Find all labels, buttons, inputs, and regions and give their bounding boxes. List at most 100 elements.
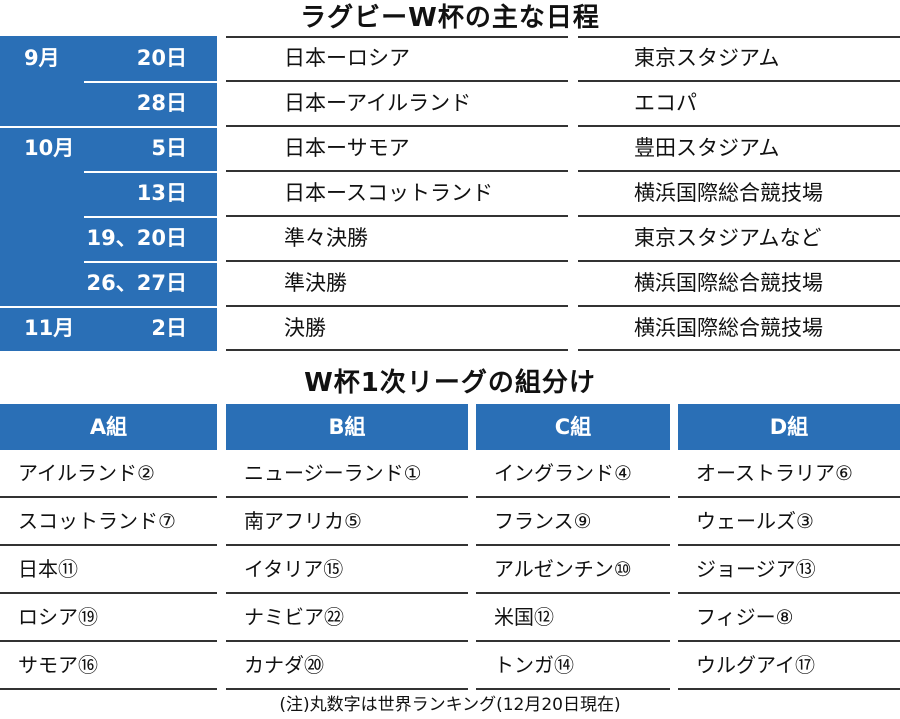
schedule-month: [0, 81, 84, 126]
groups-title: W杯1次リーグの組分け: [304, 368, 596, 398]
schedule-month: [0, 216, 84, 261]
schedule-row: 11月 2日 決勝 横浜国際総合競技場: [0, 306, 900, 351]
rule-line: [678, 496, 900, 498]
group-team: トンガ⑭: [494, 653, 574, 677]
group-team: スコットランド⑦: [18, 509, 176, 533]
footnote: (注)丸数字は世界ランキング(12月20日現在): [279, 695, 621, 715]
schedule-row: 28日 日本ーアイルランド エコパ: [0, 81, 900, 126]
schedule-venue: 横浜国際総合競技場: [634, 271, 823, 295]
rule-line: [226, 349, 568, 351]
groups-table: A組 アイルランド② スコットランド⑦ 日本⑪ ロシア⑲ サモア⑯ B組 ニュー…: [0, 404, 900, 692]
group-team: カナダ⑳: [244, 653, 324, 677]
schedule-row: 9月 20日 日本ーロシア 東京スタジアム: [0, 36, 900, 81]
rule-line: [0, 640, 217, 642]
rule-line: [476, 592, 670, 594]
rule-line: [226, 544, 468, 546]
rule-line: [678, 688, 900, 690]
schedule-match: 日本ースコットランド: [284, 181, 493, 205]
group-team: サモア⑯: [18, 653, 98, 677]
schedule-row: 13日 日本ースコットランド 横浜国際総合競技場: [0, 171, 900, 216]
schedule-row: 26、27日 準決勝 横浜国際総合競技場: [0, 261, 900, 306]
row-divider: [84, 81, 217, 83]
group-team: イングランド④: [494, 461, 632, 485]
schedule-venue: 豊田スタジアム: [634, 136, 780, 160]
group-team: アイルランド②: [18, 461, 155, 485]
group-header: B組: [226, 404, 468, 450]
rule-line: [226, 80, 568, 82]
schedule-venue: 横浜国際総合競技場: [634, 316, 823, 340]
rule-line: [578, 349, 900, 351]
schedule-title: ラグビーW杯の主な日程: [300, 3, 600, 33]
group-team: ウェールズ③: [696, 509, 814, 533]
rule-line: [678, 544, 900, 546]
rule-line: [578, 305, 900, 307]
group-header: A組: [0, 404, 217, 450]
rule-line: [578, 215, 900, 217]
rule-line: [226, 592, 468, 594]
schedule-row: 19、20日 準々決勝 東京スタジアムなど: [0, 216, 900, 261]
schedule-venue: エコパ: [634, 91, 697, 115]
schedule-venue: 東京スタジアム: [634, 46, 780, 70]
row-divider: [84, 261, 217, 263]
rule-line: [578, 80, 900, 82]
schedule-month: 9月: [0, 36, 84, 81]
group-header: C組: [476, 404, 670, 450]
group-team: 南アフリカ⑤: [244, 509, 362, 533]
schedule-match: 日本ーアイルランド: [284, 91, 472, 115]
rule-line: [226, 170, 568, 172]
rule-line: [578, 36, 900, 38]
row-divider: [84, 171, 217, 173]
rule-line: [226, 496, 468, 498]
schedule-match: 日本ーサモア: [284, 136, 410, 160]
group-team: 米国⑫: [494, 605, 554, 629]
rule-line: [678, 592, 900, 594]
schedule-month: [0, 171, 84, 216]
group-column-d: D組 オーストラリア⑥ ウェールズ③ ジョージア⑬ フィジー⑧ ウルグアイ⑰: [678, 404, 900, 692]
group-team: アルゼンチン⑩: [494, 557, 632, 581]
rule-line: [226, 688, 468, 690]
group-team: オーストラリア⑥: [696, 461, 853, 485]
group-team: ニュージーランド①: [244, 461, 422, 485]
group-team: ウルグアイ⑰: [696, 653, 815, 677]
group-team: ロシア⑲: [18, 605, 98, 629]
schedule-day: 26、27日: [84, 261, 217, 306]
rule-line: [226, 640, 468, 642]
rule-line: [0, 688, 217, 690]
rule-line: [0, 496, 217, 498]
rule-line: [476, 496, 670, 498]
row-divider: [0, 306, 217, 308]
schedule-match: 準々決勝: [284, 226, 368, 250]
schedule-match: 決勝: [284, 316, 326, 340]
schedule-day: 20日: [84, 36, 217, 81]
group-team: イタリア⑮: [244, 557, 344, 581]
group-team: ジョージア⑬: [696, 557, 816, 581]
rule-line: [578, 170, 900, 172]
rule-line: [578, 260, 900, 262]
schedule-venue: 横浜国際総合競技場: [634, 181, 823, 205]
rule-line: [578, 125, 900, 127]
schedule-venue: 東京スタジアムなど: [634, 226, 822, 250]
schedule-month: [0, 261, 84, 306]
schedule-day: 19、20日: [84, 216, 217, 261]
row-divider: [84, 216, 217, 218]
group-team: フィジー⑧: [696, 605, 794, 629]
rule-line: [0, 544, 217, 546]
rule-line: [678, 640, 900, 642]
group-column-b: B組 ニュージーランド① 南アフリカ⑤ イタリア⑮ ナミビア㉒ カナダ⑳: [226, 404, 468, 692]
group-team: ナミビア㉒: [244, 605, 344, 629]
rule-line: [226, 125, 568, 127]
schedule-match: 準決勝: [284, 271, 347, 295]
rule-line: [476, 544, 670, 546]
row-divider: [0, 126, 217, 128]
rule-line: [476, 640, 670, 642]
group-team: 日本⑪: [18, 557, 78, 581]
schedule-month: 10月: [0, 126, 84, 171]
schedule-table: 9月 20日 日本ーロシア 東京スタジアム 28日 日本ーアイルランド エコパ …: [0, 36, 900, 351]
rule-line: [0, 592, 217, 594]
schedule-row: 10月 5日 日本ーサモア 豊田スタジアム: [0, 126, 900, 171]
rule-line: [226, 36, 568, 38]
group-team: フランス⑨: [494, 509, 592, 533]
group-header: D組: [678, 404, 900, 450]
schedule-day: 5日: [84, 126, 217, 171]
rule-line: [226, 305, 568, 307]
